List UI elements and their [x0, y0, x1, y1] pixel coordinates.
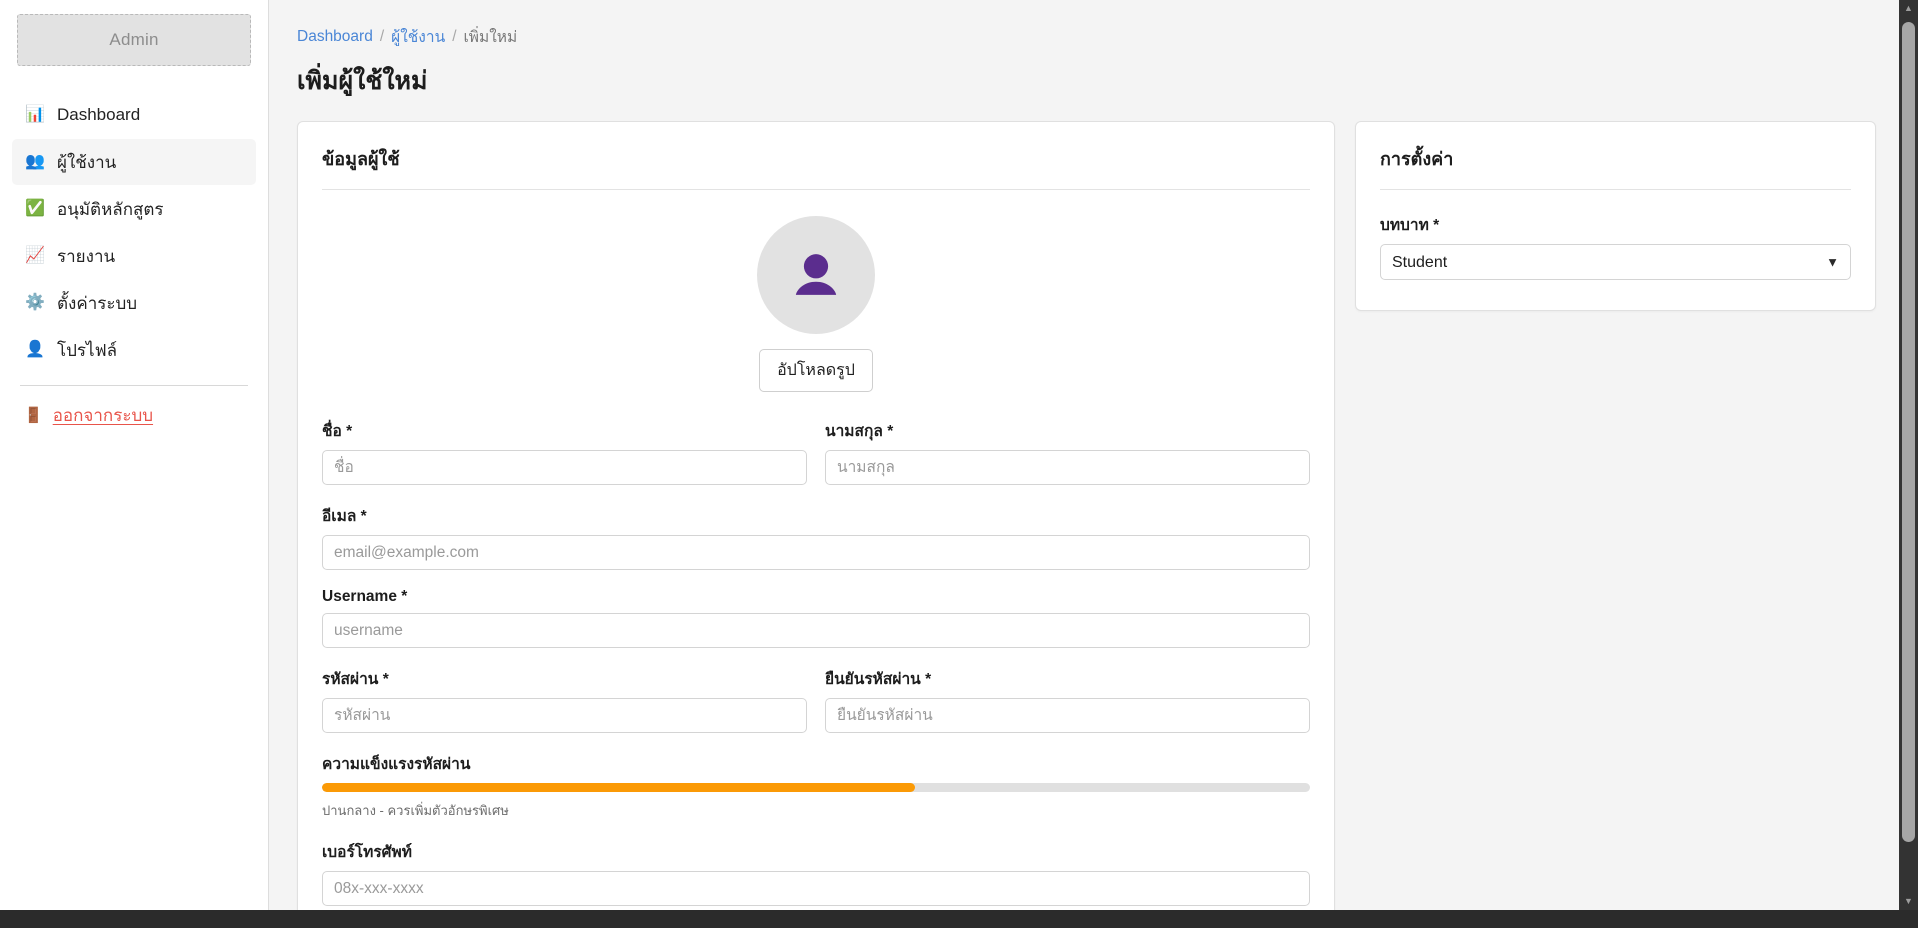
- last-name-label-text: นามสกุล: [825, 423, 883, 441]
- confirm-password-input[interactable]: [825, 698, 1310, 734]
- required-marker: *: [925, 671, 932, 689]
- sidebar-nav: 📊 Dashboard 👥 ผู้ใช้งาน ✅ อนุมัติหลักสูต…: [0, 92, 268, 373]
- phone-label-text: เบอร์โทรศัพท์: [322, 844, 412, 862]
- brand-label: Admin: [109, 30, 159, 49]
- password-strength-section: ความแข็งแรงรหัสผ่าน ปานกลาง - ควรเพิ่มตั…: [322, 751, 1310, 821]
- required-marker: *: [401, 588, 408, 606]
- last-name-label: นามสกุล *: [825, 418, 1310, 443]
- username-label-text: Username: [322, 588, 397, 606]
- settings-card-title: การตั้งค่า: [1380, 149, 1454, 170]
- required-marker: *: [887, 423, 894, 441]
- user-info-card: ข้อมูลผู้ใช้ อัปโหลดรูป: [297, 121, 1335, 928]
- password-label-text: รหัสผ่าน: [322, 671, 379, 689]
- username-field: Username *: [322, 588, 1310, 649]
- phone-label: เบอร์โทรศัพท์: [322, 839, 1310, 864]
- required-marker: *: [360, 508, 367, 526]
- email-label: อีเมล *: [322, 503, 1310, 528]
- email-input[interactable]: [322, 535, 1310, 571]
- sidebar-item-label: ตั้งค่าระบบ: [57, 293, 138, 313]
- name-row: ชื่อ * นามสกุล *: [322, 418, 1310, 486]
- sidebar-item-dashboard[interactable]: 📊 Dashboard: [12, 92, 256, 138]
- first-name-label: ชื่อ *: [322, 418, 807, 443]
- breadcrumb-dashboard[interactable]: Dashboard: [297, 27, 373, 45]
- role-select[interactable]: StudentTeacherAdmin: [1380, 244, 1851, 281]
- required-marker: *: [382, 671, 389, 689]
- avatar: [757, 216, 875, 335]
- confirm-password-label: ยืนยันรหัสผ่าน *: [825, 666, 1310, 691]
- check-box-icon: ✅: [25, 200, 45, 217]
- scroll-down-arrow-icon[interactable]: ▼: [1904, 896, 1913, 906]
- sidebar-item-course-approval[interactable]: ✅ อนุมัติหลักสูตร: [12, 186, 256, 232]
- breadcrumb-users[interactable]: ผู้ใช้งาน: [391, 29, 446, 46]
- main-content: Dashboard / ผู้ใช้งาน / เพิ่มใหม่ เพิ่มผ…: [269, 0, 1918, 928]
- password-strength-label: ความแข็งแรงรหัสผ่าน: [322, 756, 471, 774]
- settings-card: การตั้งค่า บทบาท * StudentTeacherAdmin ▼: [1355, 121, 1876, 312]
- sidebar-item-label: รายงาน: [57, 246, 116, 266]
- password-input[interactable]: [322, 698, 807, 734]
- breadcrumb-separator: /: [379, 27, 385, 45]
- confirm-password-field: ยืนยันรหัสผ่าน *: [825, 666, 1310, 734]
- breadcrumb-separator: /: [452, 27, 457, 45]
- bottom-bar: [0, 910, 1918, 928]
- upload-photo-button[interactable]: อัปโหลดรูป: [759, 349, 873, 393]
- sidebar-item-reports[interactable]: 📈 รายงาน: [12, 233, 256, 279]
- first-name-input[interactable]: [322, 450, 807, 486]
- required-marker: *: [346, 423, 353, 441]
- email-label-text: อีเมล: [322, 508, 357, 526]
- scroll-up-arrow-icon[interactable]: ▲: [1904, 3, 1913, 13]
- sidebar: Admin 📊 Dashboard 👥 ผู้ใช้งาน ✅ อนุมัติห…: [0, 0, 269, 928]
- sidebar-divider: [20, 385, 248, 386]
- logout-button[interactable]: 🚪 ออกจากระบบ: [0, 402, 268, 429]
- last-name-field: นามสกุล *: [825, 418, 1310, 486]
- password-strength-fill: [322, 783, 915, 793]
- door-exit-icon: 🚪: [24, 407, 43, 424]
- username-input[interactable]: [322, 613, 1310, 649]
- required-marker: *: [1433, 217, 1440, 235]
- scrollbar-thumb[interactable]: [1902, 22, 1915, 842]
- card-divider: [1380, 189, 1851, 191]
- role-field: บทบาท * StudentTeacherAdmin ▼: [1380, 212, 1851, 281]
- phone-field: เบอร์โทรศัพท์: [322, 839, 1310, 907]
- last-name-input[interactable]: [825, 450, 1310, 486]
- sidebar-item-label: โปรไฟล์: [57, 340, 118, 360]
- user-avatar-icon: [785, 244, 847, 306]
- role-select-wrapper: StudentTeacherAdmin ▼: [1380, 244, 1851, 281]
- sidebar-item-system-settings[interactable]: ⚙️ ตั้งค่าระบบ: [12, 280, 256, 326]
- password-row: รหัสผ่าน * ยืนยันรหัสผ่าน *: [322, 666, 1310, 734]
- person-icon: 👤: [25, 341, 45, 358]
- first-name-field: ชื่อ *: [322, 418, 807, 486]
- gear-icon: ⚙️: [25, 294, 45, 311]
- chart-line-icon: 📈: [25, 247, 45, 264]
- first-name-label-text: ชื่อ: [322, 423, 342, 441]
- confirm-password-label-text: ยืนยันรหัสผ่าน: [825, 671, 921, 689]
- vertical-scrollbar[interactable]: ▲ ▼: [1899, 0, 1918, 910]
- sidebar-item-label: ผู้ใช้งาน: [57, 152, 117, 172]
- breadcrumb: Dashboard / ผู้ใช้งาน / เพิ่มใหม่: [297, 24, 1892, 49]
- password-strength-track: [322, 783, 1310, 793]
- brand-placeholder: Admin: [17, 14, 251, 66]
- breadcrumb-current: เพิ่มใหม่: [463, 29, 518, 46]
- email-field: อีเมล *: [322, 503, 1310, 571]
- card-divider: [322, 189, 1310, 191]
- password-label: รหัสผ่าน *: [322, 666, 807, 691]
- page-title: เพิ่มผู้ใช้ใหม่: [297, 67, 428, 95]
- content-columns: ข้อมูลผู้ใช้ อัปโหลดรูป: [297, 121, 1892, 928]
- avatar-section: อัปโหลดรูป: [322, 216, 1310, 393]
- users-icon: 👥: [25, 153, 45, 170]
- role-label: บทบาท *: [1380, 212, 1851, 237]
- sidebar-item-label: อนุมัติหลักสูตร: [57, 199, 164, 219]
- bar-chart-icon: 📊: [25, 106, 45, 123]
- password-field: รหัสผ่าน *: [322, 666, 807, 734]
- user-info-card-title: ข้อมูลผู้ใช้: [322, 149, 400, 170]
- username-label: Username *: [322, 588, 1310, 606]
- role-label-text: บทบาท: [1380, 217, 1429, 235]
- logout-label: ออกจากระบบ: [52, 406, 154, 425]
- password-strength-hint: ปานกลาง - ควรเพิ่มตัวอักษรพิเศษ: [322, 803, 509, 819]
- sidebar-item-users[interactable]: 👥 ผู้ใช้งาน: [12, 139, 256, 185]
- phone-input[interactable]: [322, 871, 1310, 907]
- sidebar-item-profile[interactable]: 👤 โปรไฟล์: [12, 327, 256, 373]
- sidebar-item-label: Dashboard: [57, 105, 141, 124]
